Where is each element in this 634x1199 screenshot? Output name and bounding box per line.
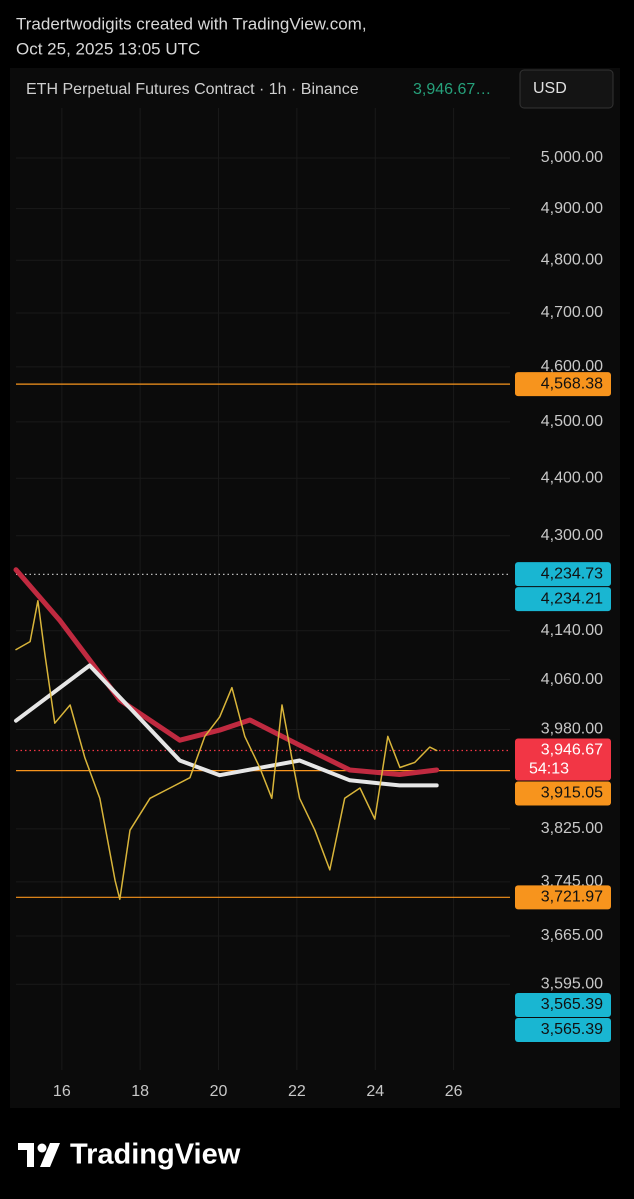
price-level-label: 3,565.39 [541, 996, 603, 1013]
y-tick-label: 4,140.00 [541, 622, 603, 639]
y-tick-label: 4,500.00 [541, 413, 603, 430]
x-tick-label: 16 [53, 1083, 71, 1100]
price-level-label: 3,946.67 [541, 742, 603, 759]
x-tick-label: 20 [210, 1083, 228, 1100]
x-tick-label: 24 [366, 1083, 384, 1100]
price-level-box [515, 562, 611, 587]
currency-label: USD [533, 80, 567, 97]
y-tick-label: 4,800.00 [541, 251, 603, 268]
x-tick-label: 22 [288, 1083, 306, 1100]
price-line [13, 567, 440, 777]
price-level-box [515, 781, 611, 806]
price-level-box [515, 738, 611, 781]
price-level-label: 3,721.97 [541, 889, 603, 906]
brand: TradingView [70, 1139, 241, 1171]
y-tick-label: 4,900.00 [541, 200, 603, 217]
chart-title: ETH Perpetual Futures Contract · 1h · Bi… [26, 81, 359, 98]
price-level-box [515, 992, 611, 1017]
x-tick-label: 18 [131, 1083, 149, 1100]
countdown-label: 54:13 [529, 761, 569, 778]
last-price: 3,946.67… [413, 81, 491, 98]
price-level-label: 4,234.73 [541, 565, 603, 582]
currency-button[interactable] [519, 69, 614, 109]
y-tick-label: 4,060.00 [541, 671, 603, 688]
y-tick-label: 3,665.00 [541, 927, 603, 944]
y-tick-label: 3,980.00 [541, 721, 603, 738]
price-line [15, 599, 438, 901]
price-level-label: 3,565.39 [541, 1021, 603, 1038]
y-tick-label: 3,595.00 [541, 975, 603, 992]
price-level-label: 3,915.05 [541, 785, 603, 802]
price-level-label: 4,568.38 [541, 375, 603, 392]
y-tick-label: 4,600.00 [541, 358, 603, 375]
x-tick-label: 26 [445, 1083, 463, 1100]
header-line: Tradertwodigits created with TradingView… [16, 14, 367, 33]
logo [18, 1143, 60, 1167]
header-line: Oct 25, 2025 13:05 UTC [16, 39, 200, 58]
y-tick-label: 4,700.00 [541, 304, 603, 321]
price-level-box [515, 587, 611, 612]
price-level-box [515, 372, 611, 397]
y-tick-label: 5,000.00 [541, 149, 603, 166]
price-level-box [515, 1017, 611, 1042]
price-level-box [515, 885, 611, 910]
price-level-label: 4,234.21 [541, 590, 603, 607]
y-tick-label: 4,400.00 [541, 469, 603, 486]
y-tick-label: 4,300.00 [541, 527, 603, 544]
y-tick-label: 3,825.00 [541, 820, 603, 837]
